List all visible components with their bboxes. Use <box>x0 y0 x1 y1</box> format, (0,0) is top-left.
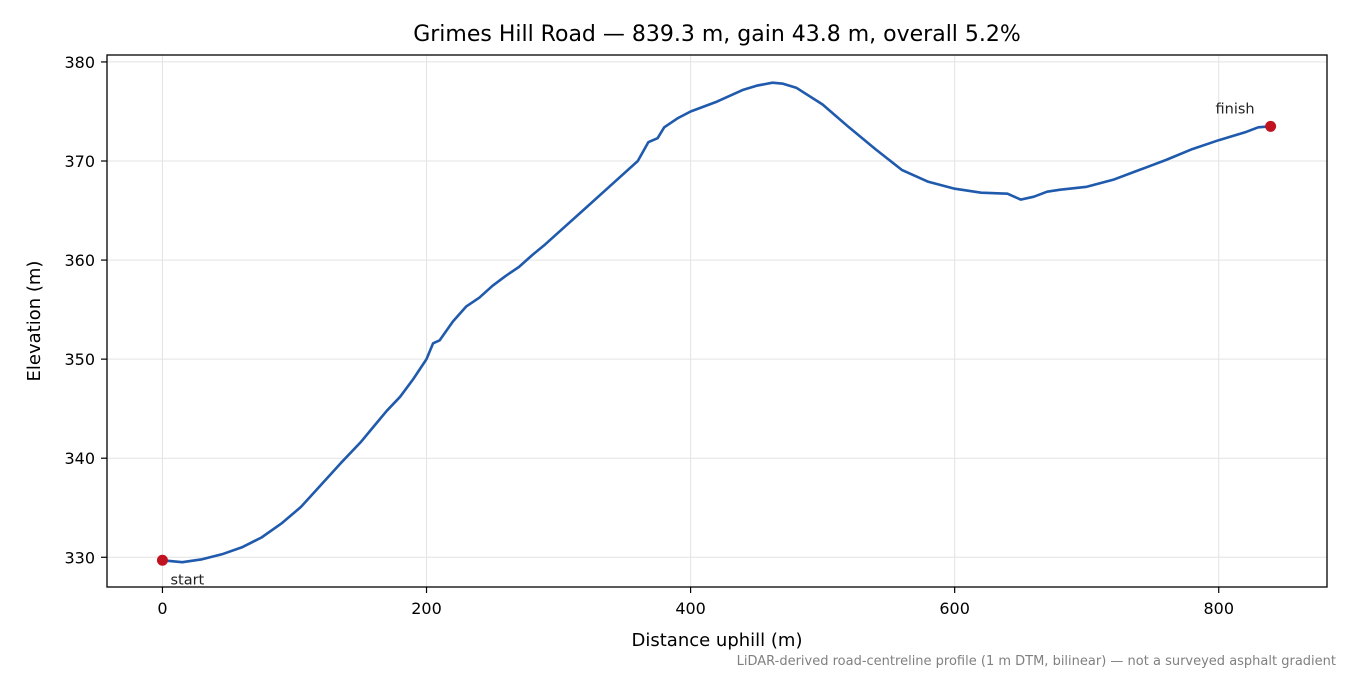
finish-annotation: finish <box>1216 101 1255 117</box>
grid <box>107 55 1327 587</box>
endpoint-markers: start finish <box>156 101 1277 588</box>
x-tick-label: 800 <box>1203 599 1234 618</box>
x-axis-label: Distance uphill (m) <box>632 630 803 651</box>
start-annotation: start <box>170 572 204 588</box>
elevation-profile-line <box>161 81 1272 564</box>
start-marker <box>156 554 168 566</box>
y-axis-label: Elevation (m) <box>24 261 45 382</box>
finish-marker <box>1265 120 1277 132</box>
axis-ticks: 0 200 400 600 800 330 340 350 360 370 380 <box>64 53 1234 618</box>
data-source-footnote: LiDAR-derived road-centreline profile (1… <box>737 654 1336 669</box>
x-tick-label: 400 <box>675 599 706 618</box>
y-tick-label: 360 <box>64 251 95 270</box>
y-tick-label: 380 <box>64 53 95 72</box>
y-tick-label: 370 <box>64 152 95 171</box>
y-tick-label: 350 <box>64 350 95 369</box>
y-tick-label: 330 <box>64 548 95 567</box>
plot-area-frame <box>106 54 1328 588</box>
x-tick-label: 600 <box>939 599 970 618</box>
x-tick-label: 200 <box>411 599 442 618</box>
x-tick-label: 0 <box>157 599 167 618</box>
chart-title: Grimes Hill Road — 839.3 m, gain 43.8 m,… <box>413 22 1021 47</box>
y-tick-label: 340 <box>64 449 95 468</box>
